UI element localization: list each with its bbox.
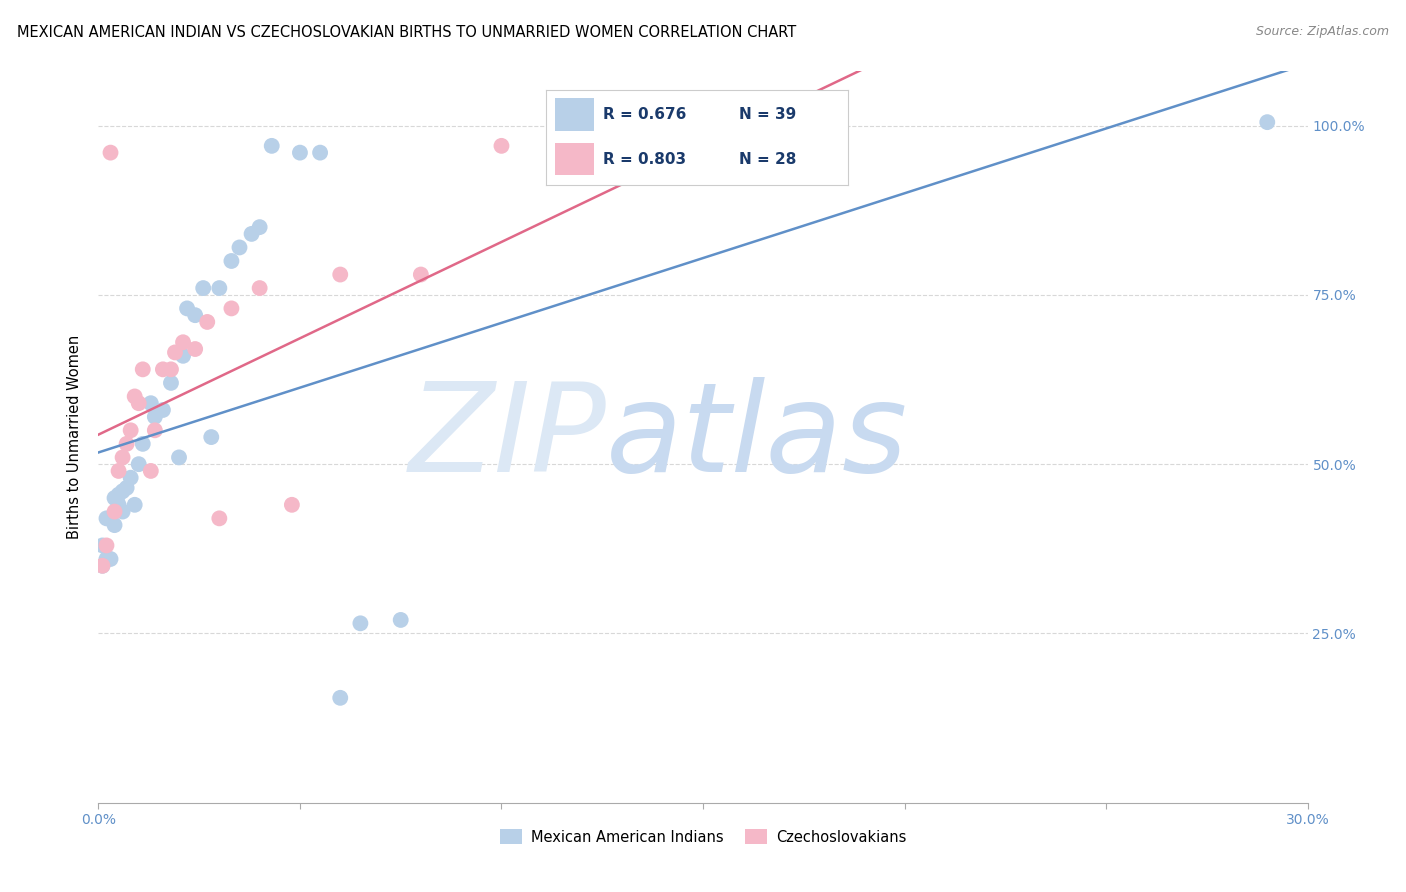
Point xyxy=(115,481,138,495)
Point xyxy=(120,471,142,485)
Point xyxy=(91,538,114,552)
Point xyxy=(172,335,194,350)
Point xyxy=(107,464,129,478)
Point xyxy=(491,139,513,153)
Point xyxy=(329,268,352,282)
Point xyxy=(160,376,183,390)
Point xyxy=(163,345,186,359)
Point xyxy=(120,423,142,437)
Point xyxy=(132,437,155,451)
Point xyxy=(200,430,222,444)
Point xyxy=(184,342,207,356)
Point xyxy=(103,491,125,505)
Point xyxy=(208,511,231,525)
Point xyxy=(1256,115,1278,129)
Point xyxy=(260,139,283,153)
Point xyxy=(111,450,134,465)
Point xyxy=(167,450,190,465)
Point xyxy=(249,220,271,235)
Point xyxy=(160,362,183,376)
Point xyxy=(124,389,146,403)
Point xyxy=(91,558,114,573)
Point xyxy=(221,254,243,268)
Point xyxy=(349,616,371,631)
Text: MEXICAN AMERICAN INDIAN VS CZECHOSLOVAKIAN BIRTHS TO UNMARRIED WOMEN CORRELATION: MEXICAN AMERICAN INDIAN VS CZECHOSLOVAKI… xyxy=(17,25,796,40)
Point xyxy=(152,403,174,417)
Point xyxy=(124,498,146,512)
Text: Source: ZipAtlas.com: Source: ZipAtlas.com xyxy=(1256,25,1389,38)
Point xyxy=(139,464,162,478)
Point xyxy=(195,315,218,329)
Point xyxy=(103,518,125,533)
Point xyxy=(172,349,194,363)
Point xyxy=(111,484,134,499)
Point xyxy=(96,511,118,525)
Point xyxy=(111,505,134,519)
Point xyxy=(100,511,122,525)
Point xyxy=(96,538,118,552)
Point xyxy=(128,457,150,471)
Point xyxy=(389,613,412,627)
Point xyxy=(184,308,207,322)
Y-axis label: Births to Unmarried Women: Births to Unmarried Women xyxy=(67,335,83,539)
Legend: Mexican American Indians, Czechoslovakians: Mexican American Indians, Czechoslovakia… xyxy=(494,823,912,850)
Text: atlas: atlas xyxy=(606,376,908,498)
Point xyxy=(143,409,166,424)
Point xyxy=(115,437,138,451)
Point xyxy=(152,362,174,376)
Point xyxy=(176,301,198,316)
Point xyxy=(107,488,129,502)
Point xyxy=(96,552,118,566)
Point xyxy=(772,139,794,153)
Point xyxy=(132,362,155,376)
Point xyxy=(793,112,815,126)
Point xyxy=(128,396,150,410)
Point xyxy=(309,145,332,160)
Point xyxy=(107,498,129,512)
Point xyxy=(221,301,243,316)
Point xyxy=(329,690,352,705)
Point xyxy=(208,281,231,295)
Point xyxy=(100,552,122,566)
Point xyxy=(281,498,304,512)
Point xyxy=(228,240,250,254)
Point xyxy=(249,281,271,295)
Point xyxy=(240,227,263,241)
Point xyxy=(139,396,162,410)
Point xyxy=(91,558,114,573)
Point xyxy=(288,145,311,160)
Point xyxy=(409,268,432,282)
Point xyxy=(100,145,122,160)
Point xyxy=(103,505,125,519)
Point xyxy=(193,281,215,295)
Point xyxy=(143,423,166,437)
Text: ZIP: ZIP xyxy=(408,376,606,498)
